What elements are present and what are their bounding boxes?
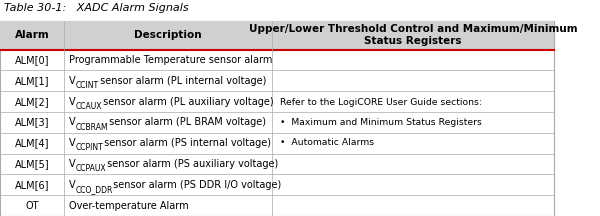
- Text: Upper/Lower Threshold Control and Maximum/Minimum
Status Registers: Upper/Lower Threshold Control and Maximu…: [248, 24, 577, 46]
- Text: V: V: [69, 180, 76, 190]
- Text: sensor alarm (PL BRAM voltage): sensor alarm (PL BRAM voltage): [106, 118, 266, 127]
- Text: V: V: [69, 118, 76, 127]
- Text: V: V: [69, 97, 76, 107]
- Text: Alarm: Alarm: [14, 30, 49, 40]
- Text: CCPAUX: CCPAUX: [76, 164, 106, 173]
- Text: V: V: [69, 138, 76, 148]
- Text: CCINT: CCINT: [76, 81, 98, 90]
- Text: ALM[6]: ALM[6]: [14, 180, 49, 190]
- Text: CCAUX: CCAUX: [76, 102, 102, 111]
- Text: ALM[4]: ALM[4]: [14, 138, 49, 148]
- Text: ALM[1]: ALM[1]: [14, 76, 49, 86]
- Text: ALM[5]: ALM[5]: [14, 159, 49, 169]
- Text: V: V: [69, 159, 76, 169]
- Text: sensor alarm (PL internal voltage): sensor alarm (PL internal voltage): [97, 76, 266, 86]
- Text: V: V: [69, 76, 76, 86]
- Text: Over-temperature Alarm: Over-temperature Alarm: [69, 201, 189, 211]
- Text: ALM[2]: ALM[2]: [14, 97, 49, 107]
- Text: CCPINT: CCPINT: [76, 143, 103, 152]
- Text: CCBRAM: CCBRAM: [76, 122, 108, 132]
- Text: ALM[0]: ALM[0]: [14, 55, 49, 65]
- Text: •  Automatic Alarms: • Automatic Alarms: [280, 138, 374, 147]
- Text: sensor alarm (PS DDR I/O voltage): sensor alarm (PS DDR I/O voltage): [110, 180, 281, 190]
- Text: •  Maximum and Minimum Status Registers: • Maximum and Minimum Status Registers: [280, 118, 482, 127]
- Text: CCO_DDR: CCO_DDR: [76, 185, 113, 194]
- Text: Table 30-1:   XADC Alarm Signals: Table 30-1: XADC Alarm Signals: [4, 3, 189, 13]
- Text: sensor alarm (PL auxiliary voltage): sensor alarm (PL auxiliary voltage): [100, 97, 274, 107]
- Text: sensor alarm (PS internal voltage): sensor alarm (PS internal voltage): [101, 138, 271, 148]
- Text: Programmable Temperature sensor alarm: Programmable Temperature sensor alarm: [69, 55, 272, 65]
- Text: ALM[3]: ALM[3]: [14, 118, 49, 127]
- Text: OT: OT: [25, 201, 38, 211]
- Text: Description: Description: [134, 30, 202, 40]
- Text: sensor alarm (PS auxiliary voltage): sensor alarm (PS auxiliary voltage): [104, 159, 278, 169]
- Text: Refer to the LogiCORE User Guide sections:: Refer to the LogiCORE User Guide section…: [280, 98, 482, 107]
- Bar: [0, 21, 554, 50]
